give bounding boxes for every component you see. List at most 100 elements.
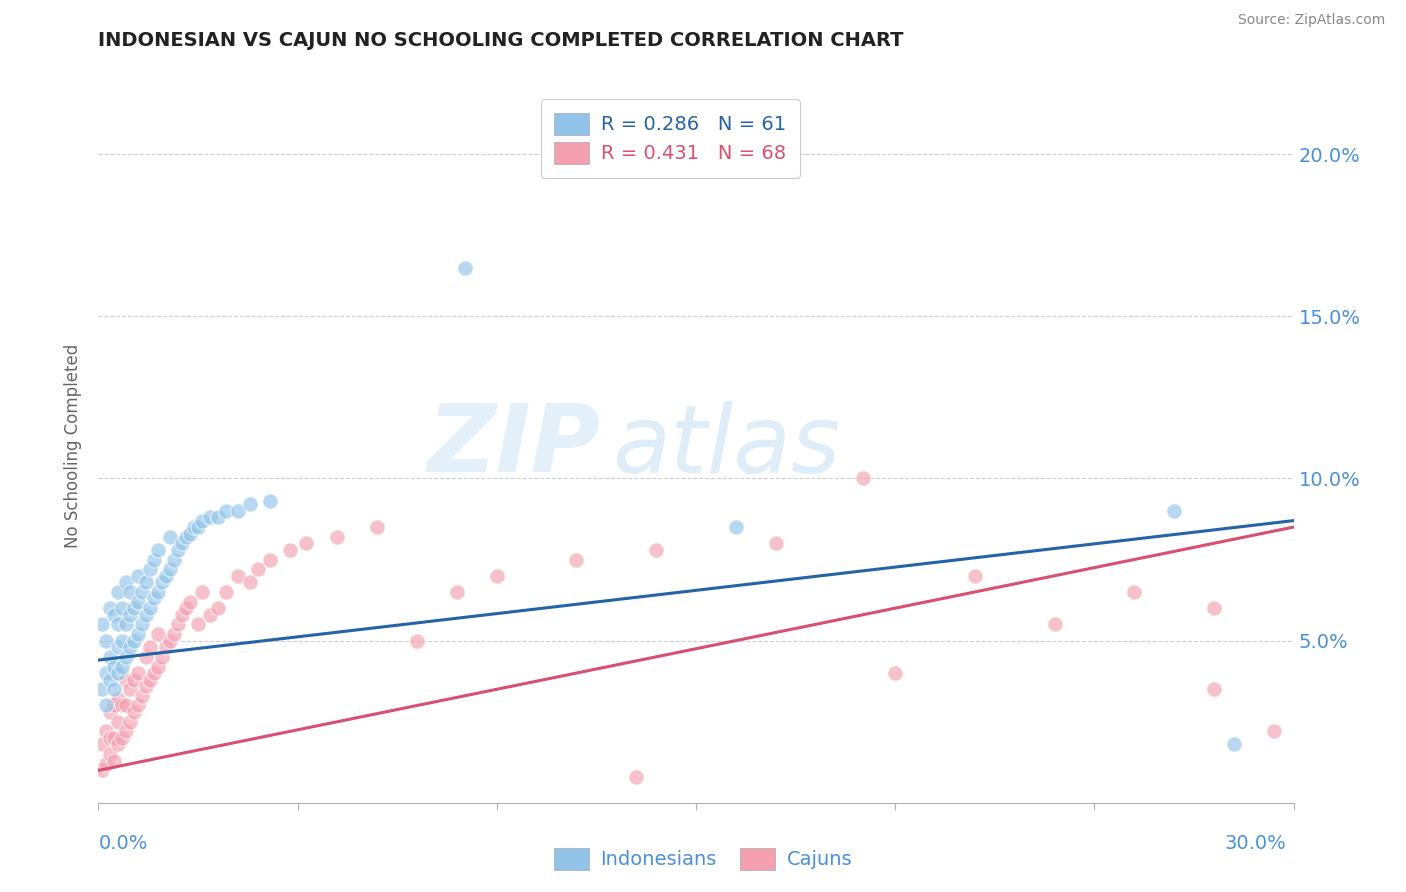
Point (115, 698, 138, 713)
Point (115, 617, 138, 632)
Point (143, 666, 166, 681)
Point (100, 705, 122, 719)
Point (239, 575, 262, 590)
Point (226, 504, 249, 518)
Point (135, 575, 157, 590)
Point (120, 682, 142, 697)
Point (155, 640, 177, 654)
Point (107, 617, 129, 632)
Point (1043, 617, 1066, 632)
Point (120, 640, 142, 654)
Point (148, 627, 170, 641)
Point (884, 666, 907, 681)
Point (159, 633, 181, 648)
Point (159, 530, 181, 544)
Point (107, 585, 129, 599)
Point (107, 714, 129, 729)
Point (155, 568, 177, 582)
Point (115, 575, 138, 590)
Point (191, 585, 214, 599)
Point (96, 698, 118, 713)
Text: INDONESIAN VS CAJUN NO SCHOOLING COMPLETED CORRELATION CHART: INDONESIAN VS CAJUN NO SCHOOLING COMPLET… (98, 31, 904, 50)
Point (246, 562, 269, 576)
Point (259, 552, 281, 566)
Text: Source: ZipAtlas.com: Source: ZipAtlas.com (1237, 13, 1385, 28)
Point (454, 260, 477, 275)
Point (124, 601, 146, 615)
Point (174, 530, 197, 544)
Point (115, 724, 138, 739)
Point (103, 731, 125, 745)
Point (174, 601, 197, 615)
Point (1202, 682, 1225, 697)
Point (103, 682, 125, 697)
Point (111, 601, 134, 615)
Text: 0.0%: 0.0% (98, 834, 148, 853)
Point (724, 520, 747, 534)
Text: 30.0%: 30.0% (1225, 834, 1286, 853)
Point (143, 591, 166, 606)
Point (111, 731, 134, 745)
Point (96, 633, 118, 648)
Point (120, 607, 142, 622)
Point (198, 607, 221, 622)
Point (198, 510, 221, 524)
Point (100, 673, 122, 687)
Point (115, 673, 138, 687)
Point (645, 542, 668, 557)
Point (135, 649, 157, 664)
Point (1123, 585, 1146, 599)
Point (111, 659, 134, 673)
Point (91, 738, 114, 752)
Point (148, 542, 170, 557)
Point (207, 601, 229, 615)
Point (565, 552, 588, 566)
Point (163, 627, 186, 641)
Point (179, 526, 201, 541)
Point (127, 595, 149, 609)
Point (103, 754, 125, 768)
Point (96, 666, 118, 681)
Point (107, 666, 129, 681)
Point (148, 659, 170, 673)
Point (135, 607, 157, 622)
Point (187, 520, 209, 534)
Point (485, 568, 508, 582)
Point (226, 568, 249, 582)
Point (131, 585, 153, 599)
Point (124, 633, 146, 648)
Legend: R = 0.286   N = 61, R = 0.431   N = 68: R = 0.286 N = 61, R = 0.431 N = 68 (541, 99, 800, 178)
Point (120, 714, 142, 729)
Point (127, 568, 149, 582)
Point (1222, 738, 1246, 752)
Point (150, 575, 173, 590)
Point (127, 627, 149, 641)
Point (107, 738, 129, 752)
Point (103, 659, 125, 673)
Point (852, 471, 875, 485)
Point (1163, 504, 1185, 518)
Point (127, 666, 149, 681)
Point (446, 585, 468, 599)
Point (215, 504, 238, 518)
Point (111, 698, 134, 713)
Point (107, 640, 129, 654)
Text: ZIP: ZIP (427, 400, 600, 492)
Point (172, 607, 194, 622)
Point (626, 770, 648, 784)
Point (139, 601, 162, 615)
Point (1263, 724, 1285, 739)
Point (239, 497, 262, 511)
Point (100, 649, 122, 664)
Point (765, 536, 787, 550)
Point (120, 585, 142, 599)
Point (131, 617, 153, 632)
Point (179, 595, 201, 609)
Point (259, 494, 281, 508)
Point (100, 601, 122, 615)
Point (131, 689, 153, 703)
Point (183, 520, 205, 534)
Point (278, 542, 301, 557)
Point (139, 562, 162, 576)
Point (143, 552, 166, 566)
